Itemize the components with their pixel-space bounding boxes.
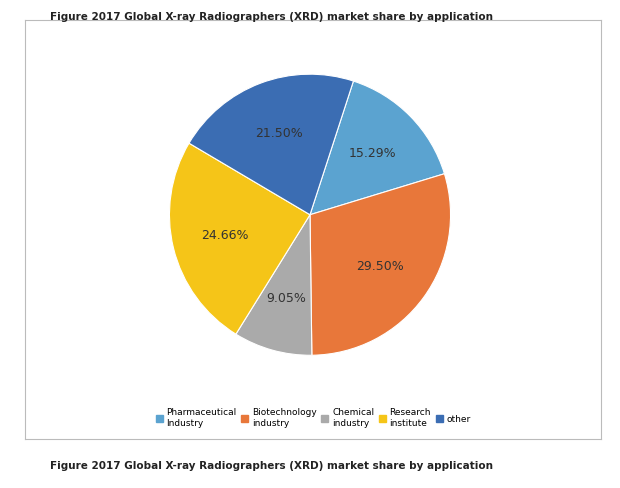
Text: 21.50%: 21.50%	[255, 127, 303, 140]
Wedge shape	[189, 74, 353, 215]
Wedge shape	[310, 174, 451, 355]
Wedge shape	[310, 81, 445, 215]
Legend: Pharmaceutical
Industry, Biotechnology
industry, Chemical
industry, Research
ins: Pharmaceutical Industry, Biotechnology i…	[153, 406, 473, 430]
Text: 24.66%: 24.66%	[202, 229, 249, 242]
Wedge shape	[169, 143, 310, 334]
Text: Figure 2017 Global X-ray Radiographers (XRD) market share by application: Figure 2017 Global X-ray Radiographers (…	[50, 12, 493, 22]
Text: Figure 2017 Global X-ray Radiographers (XRD) market share by application: Figure 2017 Global X-ray Radiographers (…	[50, 461, 493, 471]
Text: 15.29%: 15.29%	[348, 147, 396, 160]
Text: 9.05%: 9.05%	[267, 292, 307, 305]
Wedge shape	[236, 215, 312, 355]
Text: 29.50%: 29.50%	[356, 260, 404, 273]
